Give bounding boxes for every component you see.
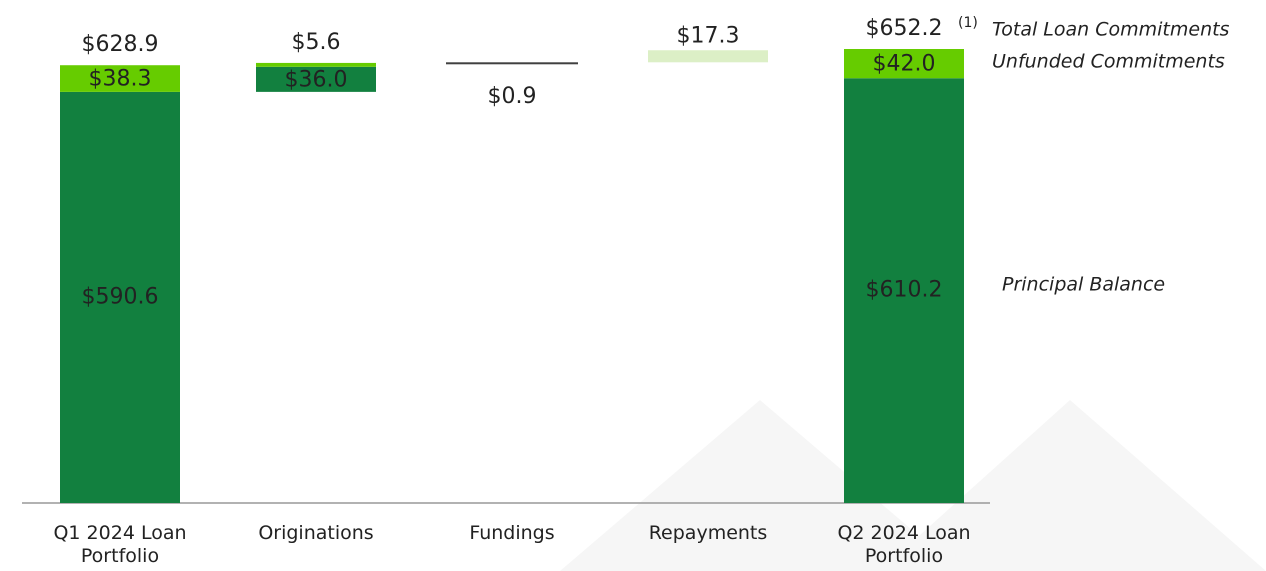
legend-label: Unfunded Commitments [992,51,1225,73]
x-tick-label: Q2 2024 Loan Portfolio [837,522,971,567]
x-tick-label: Originations [258,522,374,544]
x-tick-label: Q1 2024 Loan Portfolio [53,522,187,567]
value-label: $590.6 [82,284,159,309]
bar-segment [256,62,376,67]
value-label: $652.2 [866,16,943,41]
value-label: $610.2 [866,278,943,303]
bar-segment [446,62,578,65]
x-tick-label: Repayments [648,522,768,544]
bar-segment [60,91,180,503]
bar-segment [844,78,964,504]
value-label: $0.9 [488,84,537,109]
value-label: $17.3 [677,23,740,48]
value-label: $42.0 [873,52,936,77]
bar-segment [844,49,964,79]
value-label: $5.6 [292,30,341,55]
bar-segment [256,66,376,92]
x-tick-label: Fundings [469,522,555,544]
watermark [880,400,1266,571]
bar-segment [60,65,180,92]
legend-label: Total Loan Commitments [992,19,1230,41]
footnote: (1) [958,15,978,31]
bar-segment [648,50,768,63]
value-label: $36.0 [285,67,348,92]
legend-label: Principal Balance [1002,274,1165,296]
watermark [560,400,960,571]
value-label: $38.3 [89,67,152,92]
value-label: $628.9 [82,32,159,57]
